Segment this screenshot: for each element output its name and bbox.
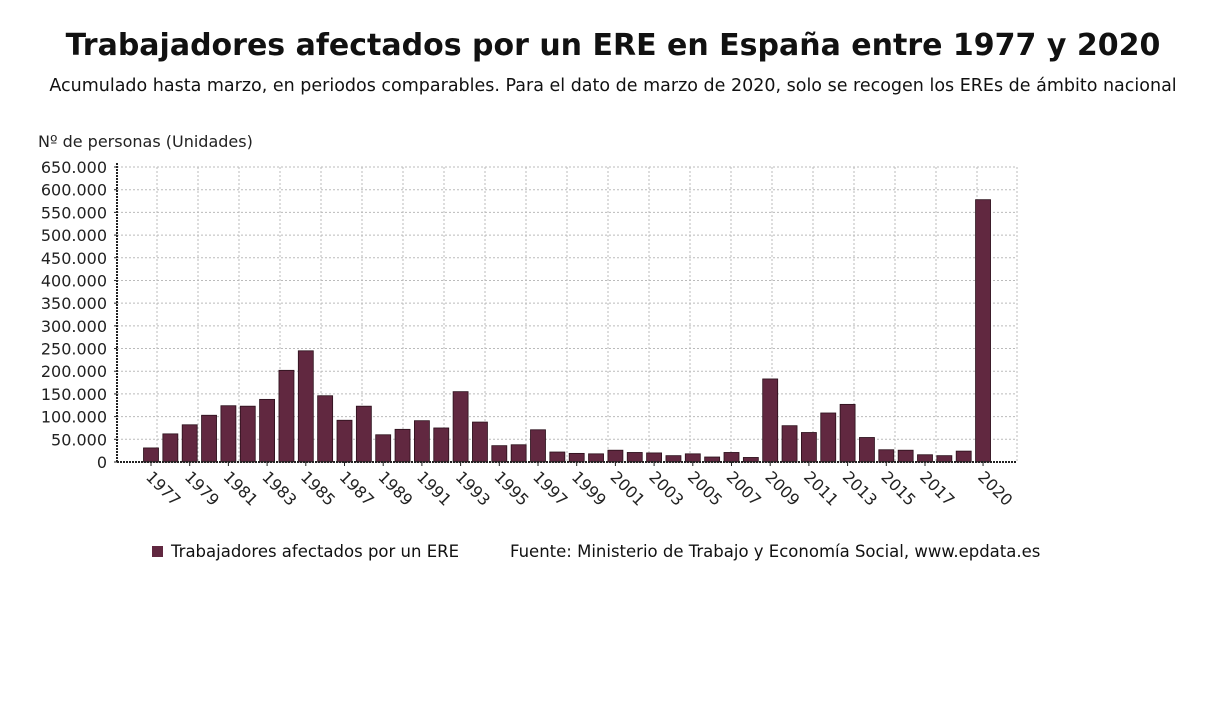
bar-2012 [820, 412, 837, 463]
x-tick-label: 1993 [452, 467, 494, 509]
bar-2018 [936, 455, 953, 463]
bar-1995 [491, 445, 508, 463]
bar-2020 [975, 199, 991, 463]
x-tick-label: 2017 [916, 467, 958, 509]
chart-title: Trabajadores afectados por un ERE en Esp… [65, 28, 1161, 63]
y-tick-label: 650.000 [41, 158, 107, 177]
bar-1996 [510, 444, 527, 463]
bar-2003 [646, 452, 662, 463]
y-tick-label: 350.000 [41, 294, 107, 313]
bar-1986 [317, 395, 334, 463]
x-tick-label: 2001 [607, 467, 649, 509]
x-tick-label: 2005 [684, 467, 726, 509]
bar-2015 [878, 449, 895, 463]
bar-1997 [530, 429, 546, 463]
bar-2005 [684, 453, 701, 463]
bar-1979 [181, 424, 198, 463]
y-tick-label: 200.000 [41, 362, 107, 381]
bar-1981 [220, 405, 237, 463]
bar-2011 [801, 432, 817, 463]
source-note: Fuente: Ministerio de Trabajo y Economía… [510, 542, 1041, 561]
bar-2014 [859, 437, 875, 463]
x-tick-label: 1983 [258, 467, 300, 509]
bar-1980 [201, 414, 217, 463]
x-tick-label: 1991 [413, 467, 455, 509]
x-tick-label: 2015 [877, 467, 919, 509]
bar-1999 [568, 452, 585, 463]
x-tick-label: 1977 [142, 467, 184, 509]
y-tick-label: 300.000 [41, 317, 107, 336]
x-tick-label: 1999 [568, 467, 610, 509]
x-tick-label: 1981 [220, 467, 262, 509]
x-tick-label: 1989 [374, 467, 416, 509]
x-tick-label: 2020 [974, 467, 1016, 509]
bar-1987 [336, 419, 353, 463]
bar-2019 [955, 450, 972, 463]
x-tick-label: 1997 [529, 467, 571, 509]
bar-1982 [239, 405, 256, 463]
y-tick-label: 100.000 [41, 408, 107, 427]
legend: Trabajadores afectados por un ERE [152, 542, 459, 561]
x-tick-label: 1995 [490, 467, 532, 509]
y-tick-label: 500.000 [41, 226, 107, 245]
bar-1989 [375, 434, 392, 463]
bar-1977 [143, 447, 159, 463]
y-tick-label: 550.000 [41, 203, 107, 222]
bar-1984 [278, 369, 295, 463]
bar-2009 [762, 378, 779, 463]
bar-2000 [588, 453, 604, 463]
bar-2007 [723, 452, 740, 463]
x-tick-label: 1985 [297, 467, 339, 509]
y-tick-label: 250.000 [41, 340, 107, 359]
bar-1990 [394, 428, 411, 463]
bar-1985 [297, 350, 314, 463]
y-tick-label: 400.000 [41, 271, 107, 290]
x-tick-label: 2011 [800, 467, 842, 509]
bar-1992 [433, 427, 450, 463]
bar-1991 [413, 420, 430, 463]
y-axis-label: Nº de personas (Unidades) [38, 132, 253, 151]
y-tick-label: 600.000 [41, 181, 107, 200]
x-tick-label: 2007 [723, 467, 765, 509]
bar-1983 [259, 398, 276, 463]
bar-1993 [452, 391, 469, 463]
bar-2016 [897, 449, 914, 463]
y-tick-label: 0 [97, 453, 107, 472]
x-tick-label: 2003 [645, 467, 687, 509]
bar-2013 [839, 403, 856, 463]
bar-2001 [607, 449, 624, 463]
x-tick-label: 2009 [761, 467, 803, 509]
bar-1998 [549, 451, 566, 463]
y-tick-label: 50.000 [51, 430, 107, 449]
x-tick-label: 1979 [181, 467, 223, 509]
legend-label: Trabajadores afectados por un ERE [171, 542, 460, 561]
bar-1994 [472, 421, 488, 463]
y-tick-label: 150.000 [41, 385, 107, 404]
chart-subtitle: Acumulado hasta marzo, en periodos compa… [49, 76, 1177, 96]
bar-2002 [626, 452, 643, 463]
bar-1988 [355, 405, 372, 463]
bar-2017 [917, 454, 933, 463]
bar-1978 [162, 433, 179, 463]
y-tick-label: 450.000 [41, 249, 107, 268]
bar-2010 [781, 425, 798, 463]
x-tick-label: 2013 [839, 467, 881, 509]
x-tick-label: 1987 [336, 467, 378, 509]
legend-swatch [152, 546, 163, 557]
